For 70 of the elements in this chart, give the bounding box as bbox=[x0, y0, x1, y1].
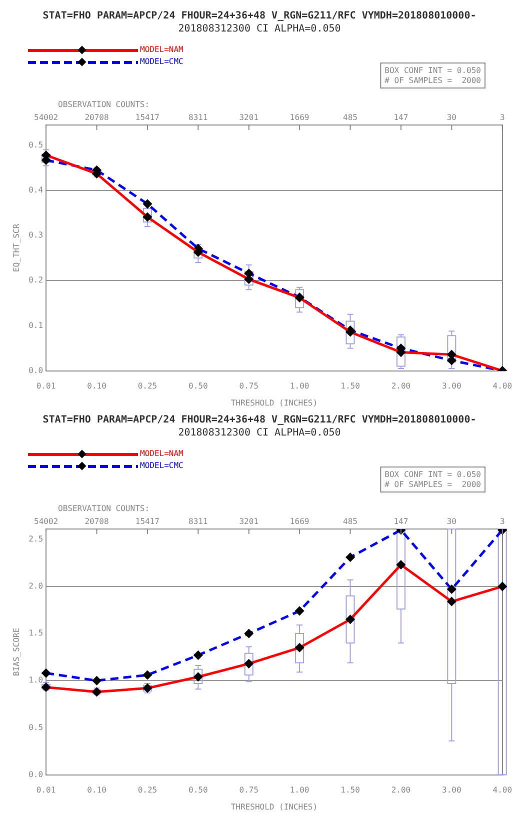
x-tick-label: 4.00 bbox=[492, 786, 512, 795]
y-tick-label: 0.0 bbox=[28, 366, 44, 375]
text: 54002 bbox=[34, 517, 58, 526]
x-tick-label: 0.50 bbox=[188, 786, 208, 795]
text: # OF SAMPLES = 2000 bbox=[384, 76, 482, 85]
text: 15417 bbox=[135, 113, 160, 122]
text: MODEL=NAM bbox=[140, 45, 184, 55]
text: BOX CONF INT = 0.050 bbox=[384, 470, 482, 479]
x-tick-label: 1.00 bbox=[290, 382, 310, 391]
text: OBSERVATION COUNTS: bbox=[58, 504, 150, 513]
y-tick-label: 0.5 bbox=[28, 140, 44, 150]
x-tick-label: 2.00 bbox=[391, 382, 411, 391]
text: BOX CONF INT = 0.050 bbox=[384, 66, 482, 75]
text: OBSERVATION COUNTS: bbox=[58, 100, 150, 109]
x-tick-label: 0.25 bbox=[138, 382, 158, 391]
text: MODEL=CMC bbox=[140, 461, 184, 471]
y-tick-label: 0.1 bbox=[28, 320, 44, 330]
x-tick-label: 1.50 bbox=[340, 382, 360, 391]
chart-title: STAT=FHO PARAM=APCP/24 FHOUR=24+36+48 V_RGN=G211/RFC VYMDH=201808010000- bbox=[42, 414, 476, 426]
chart-subtitle: 201808312300 CI ALPHA=0.050 bbox=[178, 24, 341, 35]
text: 147 bbox=[394, 517, 408, 526]
y-tick-label: 1.0 bbox=[28, 676, 44, 685]
text: 8311 bbox=[188, 113, 208, 122]
y-tick-label: 0.0 bbox=[28, 770, 44, 779]
x-tick-label: 3.00 bbox=[442, 786, 462, 795]
text: 1669 bbox=[290, 113, 310, 122]
x-tick-label: 0.01 bbox=[36, 786, 56, 795]
text: 3201 bbox=[239, 517, 259, 526]
y-axis-title: EQ_THT_SCR bbox=[12, 224, 21, 272]
x-tick-label: 2.00 bbox=[391, 786, 411, 795]
x-tick-label: 0.10 bbox=[87, 786, 107, 795]
y-tick-label: 2.5 bbox=[28, 534, 44, 544]
x-tick-label: 0.75 bbox=[239, 786, 259, 795]
text: 30 bbox=[446, 517, 457, 526]
x-tick-label: 1.00 bbox=[290, 786, 310, 795]
text: 1669 bbox=[290, 517, 310, 526]
x-tick-label: 0.25 bbox=[138, 786, 158, 795]
y-tick-label: 2.0 bbox=[28, 582, 44, 591]
chart-subtitle: 201808312300 CI ALPHA=0.050 bbox=[178, 428, 341, 439]
y-tick-label: 0.3 bbox=[28, 230, 44, 240]
x-tick-label: 0.50 bbox=[188, 382, 208, 391]
text: 20708 bbox=[84, 517, 109, 526]
x-tick-label: 3.00 bbox=[442, 382, 462, 391]
text: MODEL=NAM bbox=[140, 449, 184, 459]
y-tick-label: 0.2 bbox=[28, 276, 44, 285]
text: 147 bbox=[394, 113, 408, 122]
y-tick-label: 0.5 bbox=[28, 722, 44, 732]
text: MODEL=CMC bbox=[140, 57, 184, 67]
x-axis-title: THRESHOLD (INCHES) bbox=[230, 398, 318, 408]
x-tick-label: 1.50 bbox=[340, 786, 360, 795]
text: 3201 bbox=[239, 113, 259, 122]
text: 485 bbox=[343, 517, 358, 526]
y-axis-title: BIAS_SCORE bbox=[12, 628, 21, 676]
text: 20708 bbox=[84, 113, 109, 122]
x-tick-label: 4.00 bbox=[492, 382, 512, 391]
text: 8311 bbox=[188, 517, 208, 526]
x-tick-label: 0.01 bbox=[36, 382, 56, 391]
x-tick-label: 0.75 bbox=[239, 382, 259, 391]
text: 3 bbox=[500, 517, 505, 526]
chart-title: STAT=FHO PARAM=APCP/24 FHOUR=24+36+48 V_RGN=G211/RFC VYMDH=201808010000- bbox=[42, 10, 476, 22]
text: 3 bbox=[500, 113, 505, 122]
x-tick-label: 0.10 bbox=[87, 382, 107, 391]
x-axis-title: THRESHOLD (INCHES) bbox=[230, 802, 318, 812]
text: 54002 bbox=[34, 113, 58, 122]
text: # OF SAMPLES = 2000 bbox=[384, 480, 482, 489]
text: 485 bbox=[343, 113, 358, 122]
y-tick-label: 0.4 bbox=[28, 185, 44, 194]
y-tick-label: 1.5 bbox=[28, 628, 44, 638]
text: 30 bbox=[446, 113, 457, 122]
text: 15417 bbox=[135, 517, 160, 526]
